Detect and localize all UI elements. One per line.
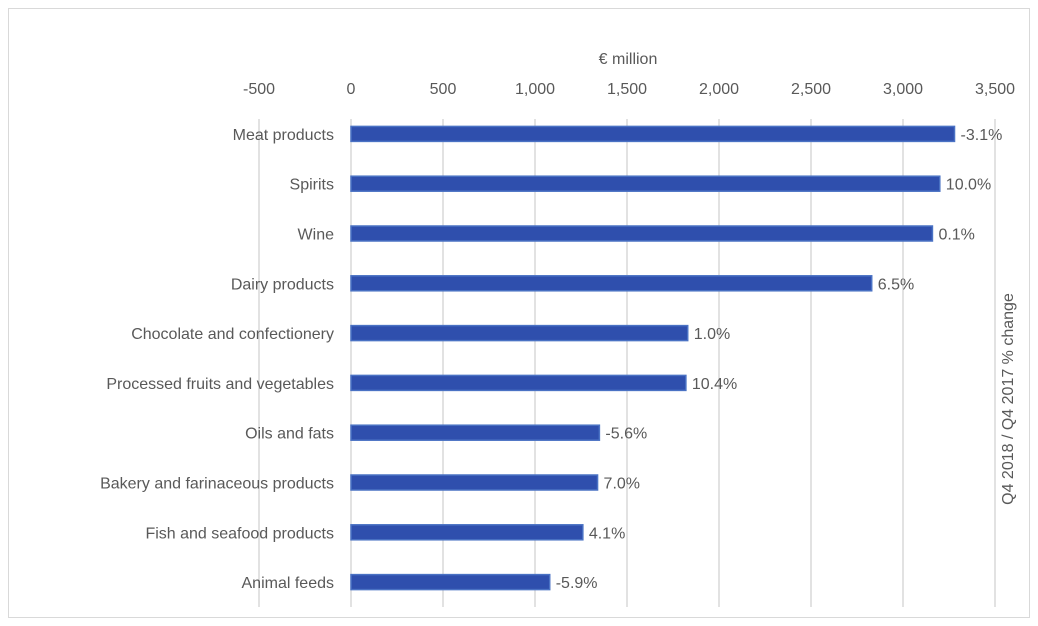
data-label: 1.0% [694, 326, 730, 343]
data-label: 10.4% [692, 376, 737, 393]
category-label: Meat products [233, 127, 334, 144]
data-label: -5.6% [605, 426, 647, 443]
category-label: Animal feeds [242, 575, 335, 592]
secondary-axis-label: Q4 2018 / Q4 2017 % change [1000, 293, 1017, 505]
category-label: Fish and seafood products [145, 525, 334, 542]
bar [350, 175, 941, 192]
x-tick-label: 2,000 [699, 81, 739, 98]
x-tick-label: -500 [243, 81, 275, 98]
x-axis-label: € million [599, 51, 658, 68]
bar [350, 324, 689, 342]
x-tick-labels: -500 0 500 1,000 1,500 2,000 2,500 3,000 3,500 [243, 81, 1015, 98]
gridlines [258, 119, 996, 607]
x-tick-label: 500 [430, 81, 457, 98]
chart-frame: -500 0 500 1,000 1,500 2,000 2,500 3,000 3,500 €… [8, 8, 1030, 618]
bar [350, 424, 601, 441]
data-label: 4.1% [589, 525, 625, 542]
x-tick-label: 2,500 [791, 81, 831, 98]
bar [350, 374, 687, 392]
category-label: Oils and fats [245, 426, 334, 443]
data-label: 10.0% [946, 177, 991, 194]
data-label: 0.1% [938, 227, 974, 244]
bar [350, 573, 551, 591]
data-label: -5.9% [556, 575, 598, 592]
bar [350, 125, 956, 143]
data-label: -3.1% [961, 127, 1003, 144]
bar-chart: -500 0 500 1,000 1,500 2,000 2,500 3,000 3,500 €… [100, 51, 1017, 607]
x-tick-label: 0 [347, 81, 356, 98]
category-label: Dairy products [231, 276, 334, 293]
bar [350, 524, 584, 541]
bars [350, 125, 956, 591]
bar [350, 474, 599, 491]
bar [350, 225, 934, 242]
x-tick-label: 3,500 [975, 81, 1015, 98]
data-label: 6.5% [878, 276, 914, 293]
data-labels: -3.1% 10.0% 0.1% 6.5% 1.0% 10.4% -5.6% 7.0% 4.1%… [556, 127, 1003, 592]
category-label: Spirits [290, 177, 334, 194]
category-label: Processed fruits and vegetables [106, 376, 334, 393]
bar [350, 275, 873, 292]
x-tick-label: 3,000 [883, 81, 923, 98]
data-label: 7.0% [604, 476, 640, 493]
category-label: Chocolate and confectionery [131, 326, 334, 343]
category-labels: Meat products Spirits Wine Dairy products Ch… [100, 127, 334, 592]
category-label: Bakery and farinaceous products [100, 476, 334, 493]
x-tick-label: 1,000 [515, 81, 555, 98]
x-tick-label: 1,500 [607, 81, 647, 98]
category-label: Wine [298, 227, 335, 244]
